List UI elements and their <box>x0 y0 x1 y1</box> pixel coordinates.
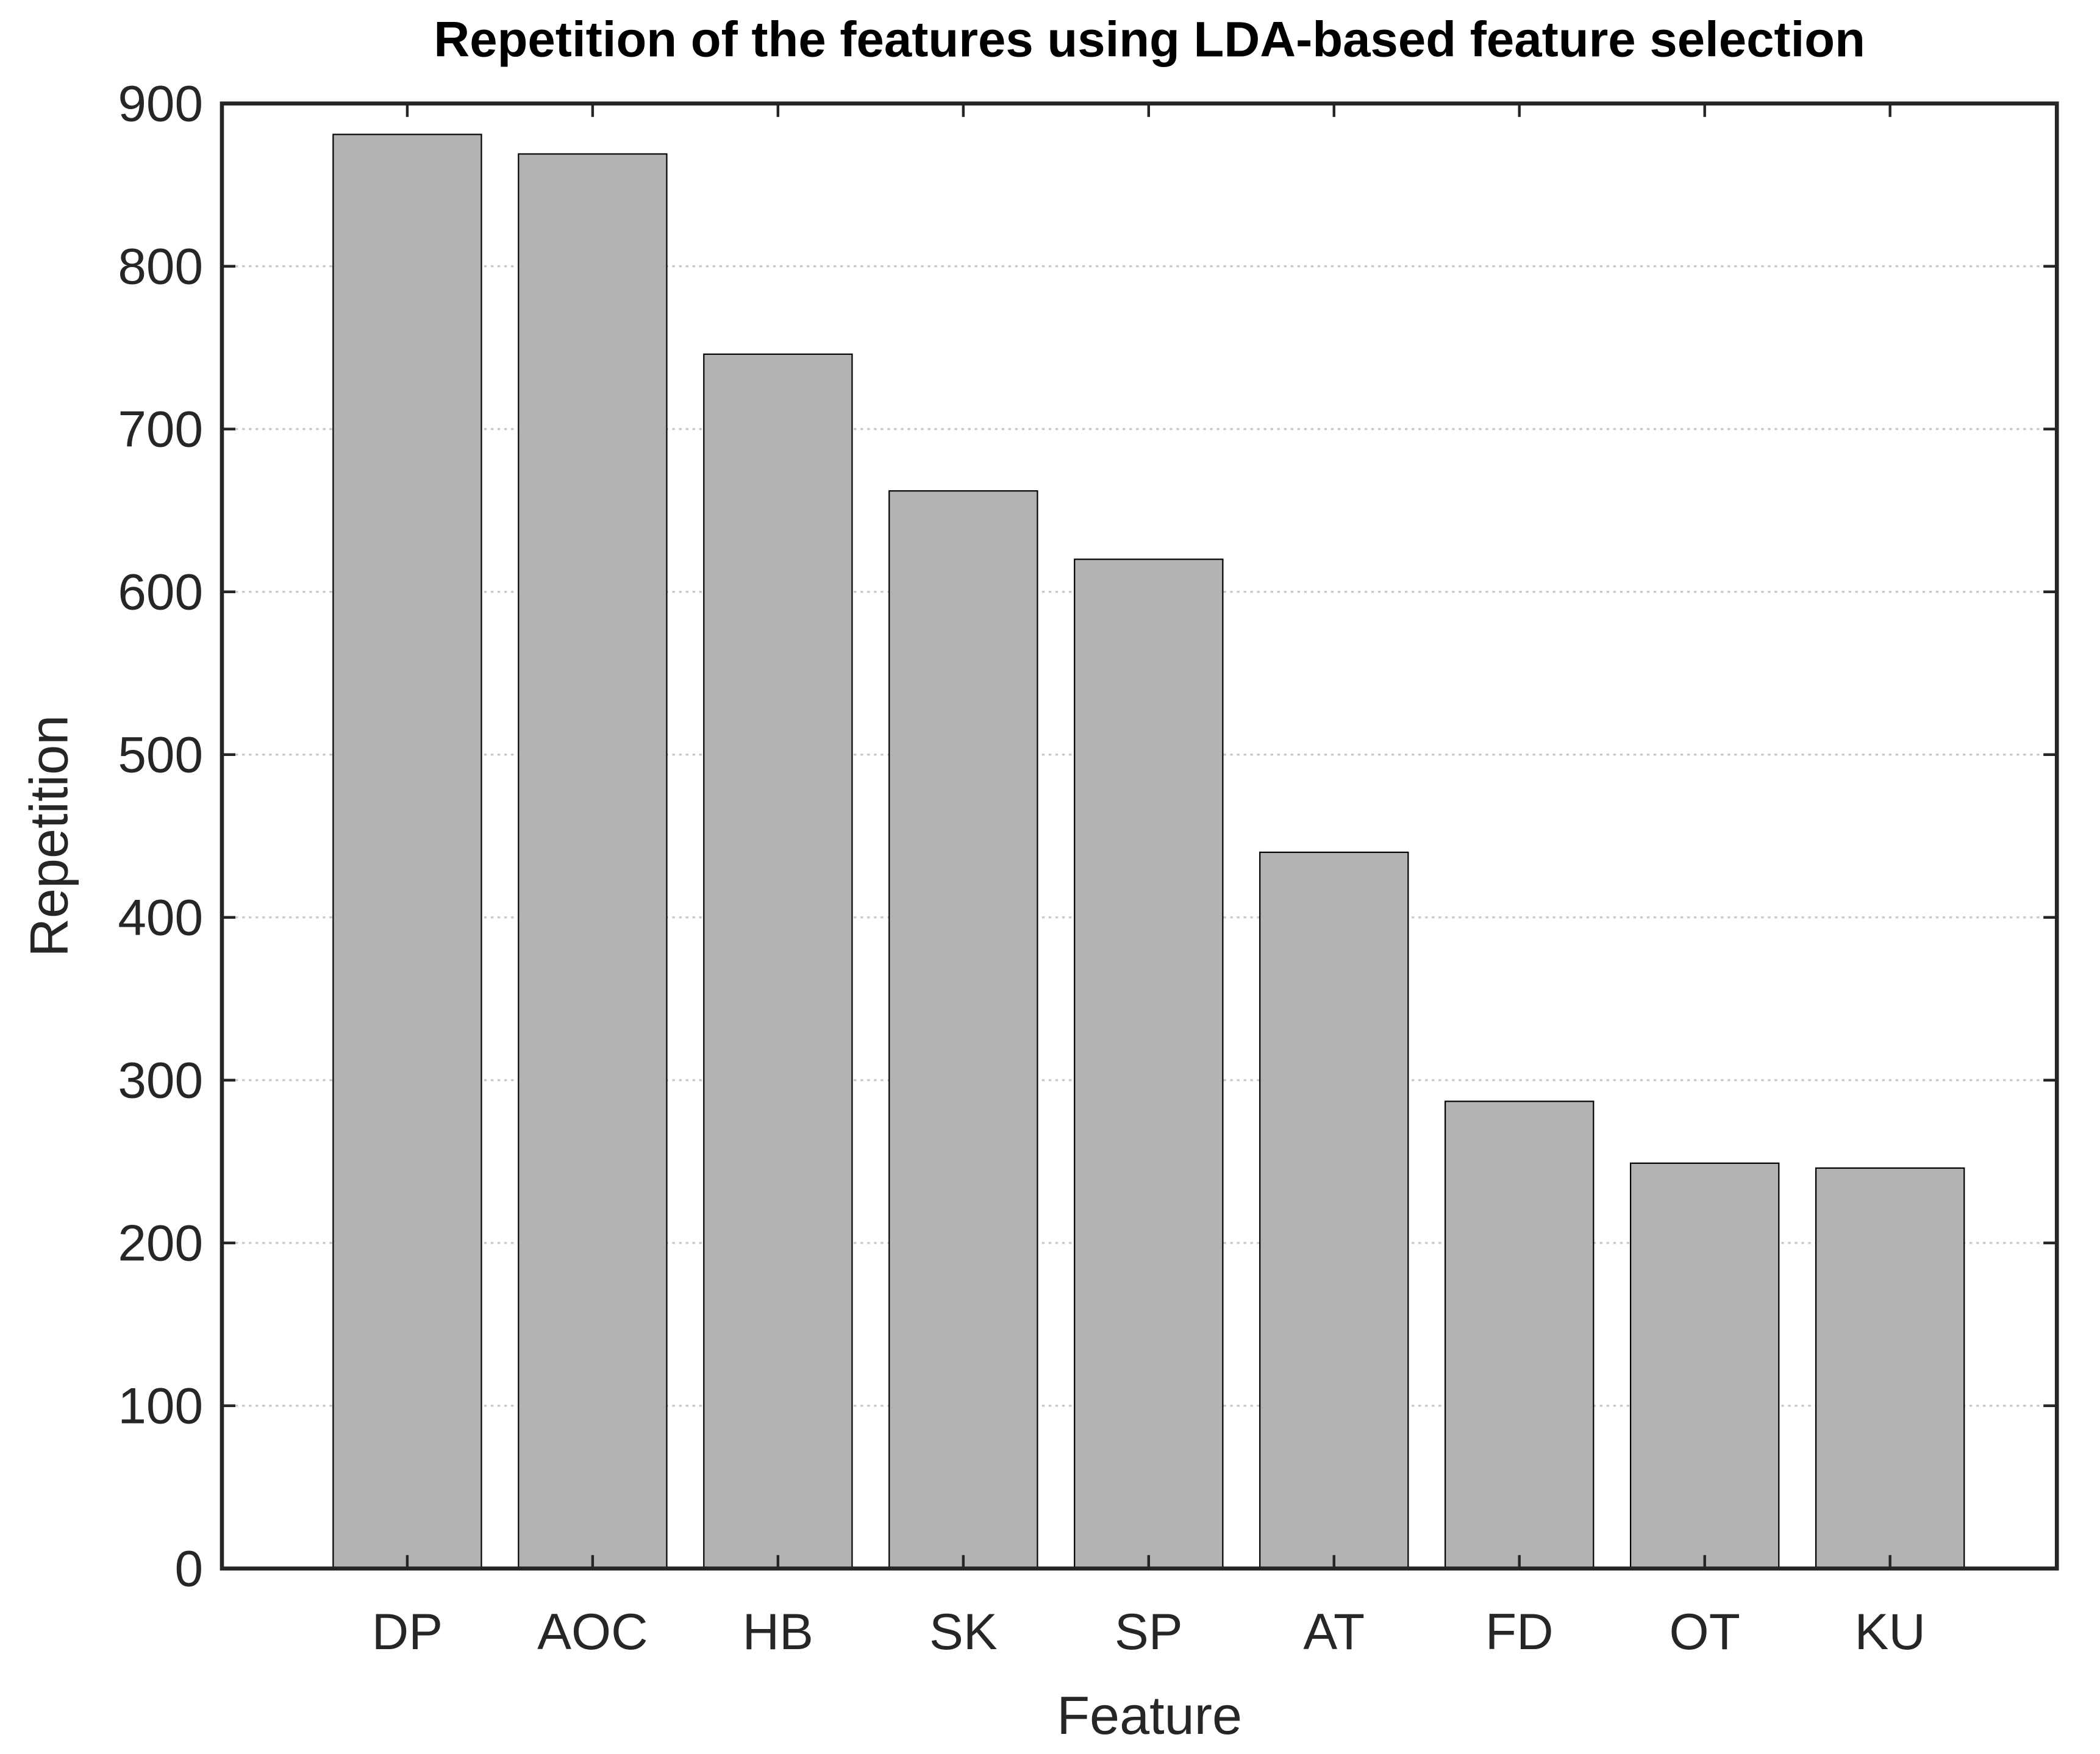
y-tick-label: 600 <box>118 563 203 620</box>
bar <box>518 153 668 1569</box>
x-tick-label: DP <box>372 1603 443 1660</box>
bar <box>332 134 482 1569</box>
bar <box>1074 558 1224 1569</box>
y-tick-label: 800 <box>118 237 203 294</box>
y-tick-label: 0 <box>175 1539 204 1597</box>
y-tick-label: 500 <box>118 725 203 783</box>
y-tick-label: 300 <box>118 1051 203 1108</box>
y-tick-label: 900 <box>118 74 203 132</box>
y-axis-label: Repetition <box>18 715 79 957</box>
bar <box>888 490 1038 1569</box>
chart-title: Repetition of the features using LDA-bas… <box>434 12 1865 68</box>
bar <box>1815 1167 1965 1569</box>
x-tick-label: SP <box>1115 1603 1183 1660</box>
bar <box>1445 1100 1595 1569</box>
x-tick-label: OT <box>1670 1603 1740 1660</box>
bar <box>1259 851 1409 1569</box>
y-tick-label: 400 <box>118 888 203 946</box>
x-tick-label: FD <box>1485 1603 1554 1660</box>
x-tick-label: SK <box>929 1603 998 1660</box>
x-tick-label: KU <box>1854 1603 1925 1660</box>
x-axis-label: Feature <box>1057 1685 1242 1745</box>
x-tick-label: HB <box>743 1603 813 1660</box>
y-tick-label: 700 <box>118 400 203 457</box>
plot-frame <box>220 101 2059 1571</box>
x-tick-label: AT <box>1303 1603 1365 1660</box>
x-tick-label: AOC <box>537 1603 648 1660</box>
y-tick-label: 200 <box>118 1214 203 1271</box>
y-tick-label: 100 <box>118 1377 203 1434</box>
bar <box>1630 1162 1780 1569</box>
bar <box>703 353 853 1569</box>
